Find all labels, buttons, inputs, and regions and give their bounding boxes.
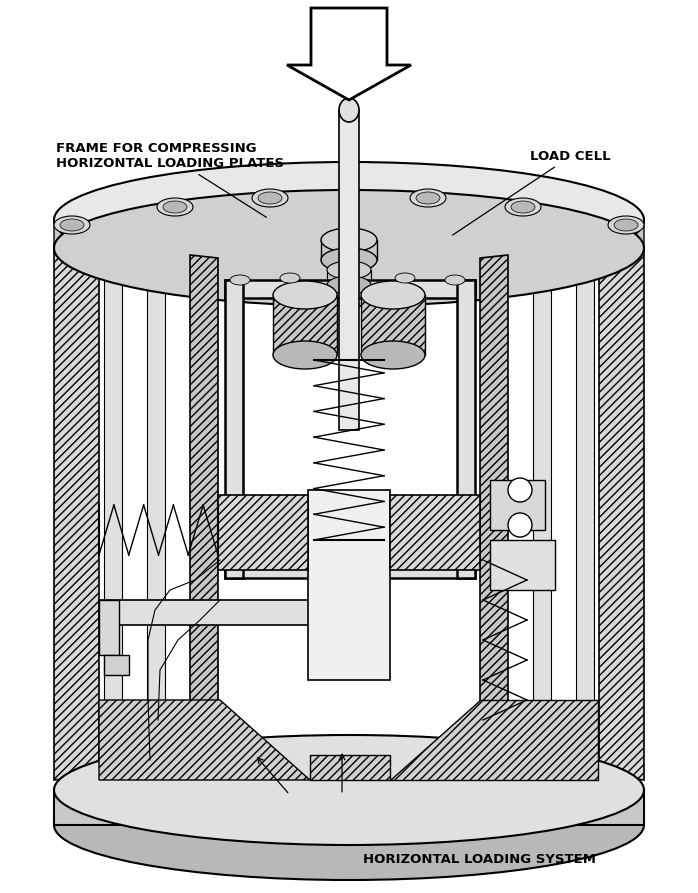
Ellipse shape <box>339 98 359 122</box>
Polygon shape <box>490 480 545 530</box>
Ellipse shape <box>416 192 440 204</box>
Ellipse shape <box>445 275 465 285</box>
Ellipse shape <box>54 190 644 306</box>
Ellipse shape <box>280 273 300 283</box>
Polygon shape <box>54 220 62 251</box>
Ellipse shape <box>327 276 371 294</box>
Polygon shape <box>287 8 411 100</box>
Ellipse shape <box>508 513 532 537</box>
Polygon shape <box>533 215 551 790</box>
Polygon shape <box>273 295 337 355</box>
Polygon shape <box>321 240 377 260</box>
Polygon shape <box>54 248 99 780</box>
Ellipse shape <box>410 189 446 207</box>
Ellipse shape <box>54 216 90 234</box>
Polygon shape <box>457 280 475 578</box>
Polygon shape <box>99 600 119 655</box>
Polygon shape <box>104 215 122 790</box>
Polygon shape <box>480 255 508 775</box>
Polygon shape <box>308 490 390 680</box>
Ellipse shape <box>321 248 377 272</box>
Ellipse shape <box>614 219 638 231</box>
Polygon shape <box>310 755 390 780</box>
Ellipse shape <box>54 770 644 880</box>
Polygon shape <box>576 215 594 790</box>
Polygon shape <box>99 600 310 625</box>
Text: LOAD CELL: LOAD CELL <box>452 150 611 235</box>
Polygon shape <box>327 270 371 285</box>
Ellipse shape <box>327 261 371 279</box>
Ellipse shape <box>54 162 644 278</box>
Polygon shape <box>225 280 243 578</box>
Ellipse shape <box>511 201 535 213</box>
Text: HORIZONTAL LOADING SYSTEM: HORIZONTAL LOADING SYSTEM <box>363 853 596 865</box>
Ellipse shape <box>505 198 541 216</box>
Ellipse shape <box>157 198 193 216</box>
Text: FRAME FOR COMPRESSING
HORIZONTAL LOADING PLATES: FRAME FOR COMPRESSING HORIZONTAL LOADING… <box>56 142 284 217</box>
Polygon shape <box>390 700 598 780</box>
Polygon shape <box>636 220 644 251</box>
Ellipse shape <box>395 273 415 283</box>
Polygon shape <box>490 540 555 590</box>
Polygon shape <box>218 495 308 570</box>
Ellipse shape <box>252 189 288 207</box>
Ellipse shape <box>361 341 425 369</box>
Ellipse shape <box>321 228 377 252</box>
Polygon shape <box>190 255 218 775</box>
Ellipse shape <box>273 281 337 309</box>
Polygon shape <box>99 700 310 780</box>
Ellipse shape <box>258 192 282 204</box>
Polygon shape <box>104 655 129 675</box>
Ellipse shape <box>361 281 425 309</box>
Ellipse shape <box>60 219 84 231</box>
Ellipse shape <box>273 341 337 369</box>
Polygon shape <box>54 790 644 825</box>
Ellipse shape <box>230 275 250 285</box>
Polygon shape <box>147 215 165 790</box>
Polygon shape <box>390 495 480 570</box>
Polygon shape <box>225 280 475 298</box>
Ellipse shape <box>608 216 644 234</box>
Polygon shape <box>339 110 359 430</box>
Polygon shape <box>361 295 425 355</box>
Ellipse shape <box>508 478 532 502</box>
Ellipse shape <box>54 735 644 845</box>
Polygon shape <box>225 560 475 578</box>
Ellipse shape <box>163 201 187 213</box>
Polygon shape <box>599 248 644 780</box>
